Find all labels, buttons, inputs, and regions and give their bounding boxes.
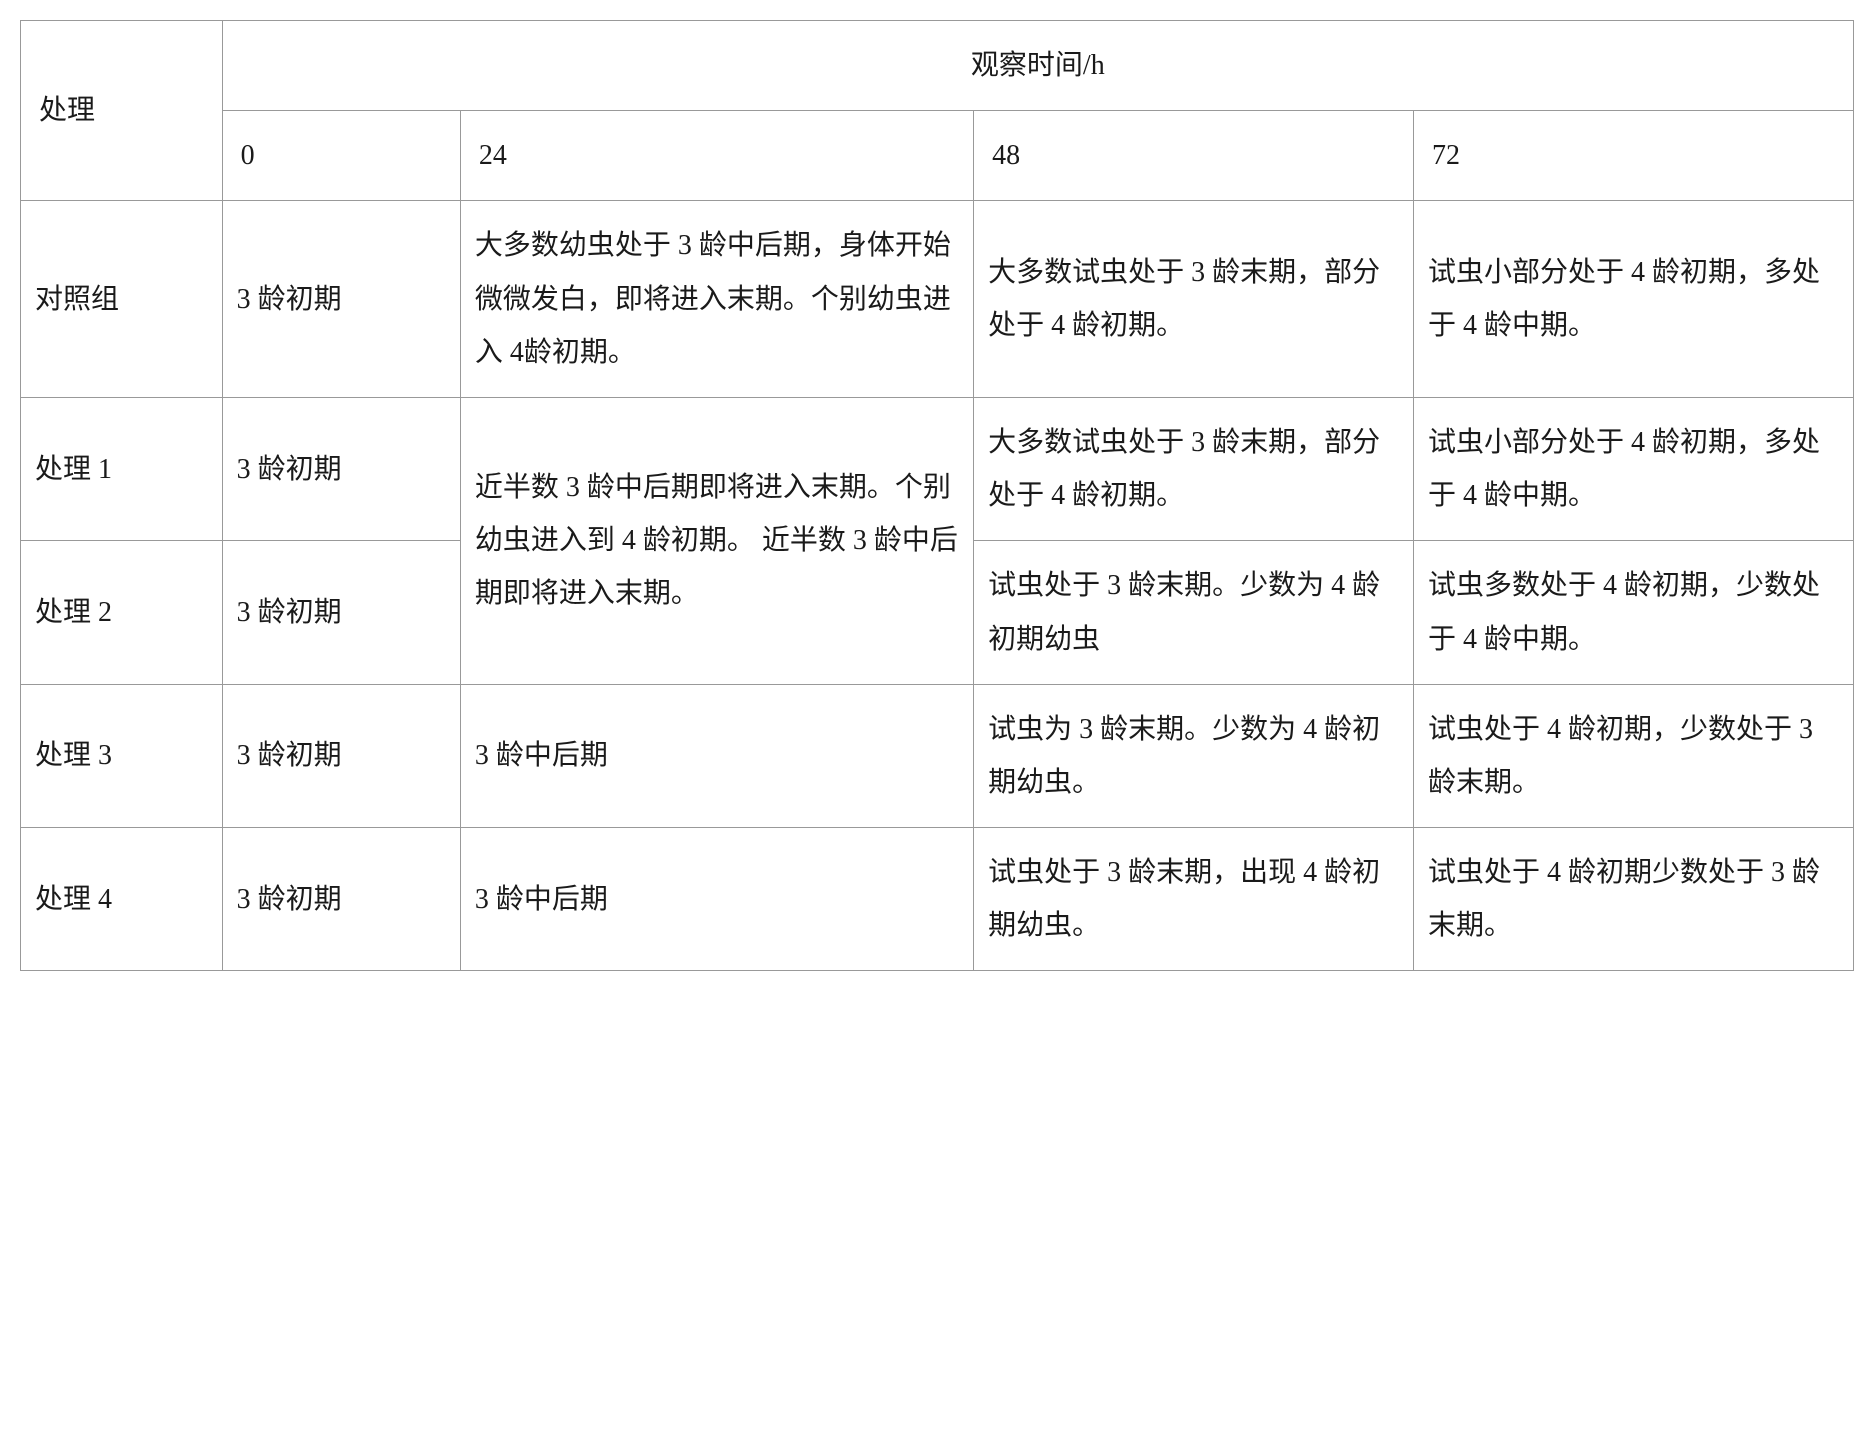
cell-treatment2-t48: 试虫处于 3 龄末期。少数为 4 龄初期幼虫 — [974, 541, 1414, 684]
cell-treatment3-t72: 试虫处于 4 龄初期，少数处于 3 龄末期。 — [1414, 684, 1854, 827]
cell-treatment3-t24: 3 龄中后期 — [460, 684, 973, 827]
header-time-24: 24 — [460, 111, 973, 201]
cell-control-label: 对照组 — [21, 201, 223, 398]
cell-control-t48: 大多数试虫处于 3 龄末期，部分处于 4 龄初期。 — [974, 201, 1414, 398]
cell-treatment4-t48: 试虫处于 3 龄末期，出现 4 龄初期幼虫。 — [974, 828, 1414, 971]
cell-treatment4-label: 处理 4 — [21, 828, 223, 971]
cell-control-t72: 试虫小部分处于 4 龄初期，多处于 4 龄中期。 — [1414, 201, 1854, 398]
header-row-2: 0 24 48 72 — [21, 111, 1854, 201]
cell-treatment4-t72: 试虫处于 4 龄初期少数处于 3 龄末期。 — [1414, 828, 1854, 971]
cell-treatment1-t48: 大多数试虫处于 3 龄末期，部分处于 4 龄初期。 — [974, 397, 1414, 540]
cell-treatment1-t0: 3 龄初期 — [222, 397, 460, 540]
table-row-treatment3: 处理 3 3 龄初期 3 龄中后期 试虫为 3 龄末期。少数为 4 龄初期幼虫。… — [21, 684, 1854, 827]
cell-control-t0: 3 龄初期 — [222, 201, 460, 398]
cell-treatment4-t0: 3 龄初期 — [222, 828, 460, 971]
cell-treatment1-label: 处理 1 — [21, 397, 223, 540]
cell-treatment2-t72: 试虫多数处于 4 龄初期，少数处于 4 龄中期。 — [1414, 541, 1854, 684]
header-observation-time: 观察时间/h — [222, 21, 1853, 111]
table-row-treatment4: 处理 4 3 龄初期 3 龄中后期 试虫处于 3 龄末期，出现 4 龄初期幼虫。… — [21, 828, 1854, 971]
cell-treatment2-label: 处理 2 — [21, 541, 223, 684]
cell-control-t24: 大多数幼虫处于 3 龄中后期，身体开始微微发白，即将进入末期。个别幼虫进入 4龄… — [460, 201, 973, 398]
header-time-72: 72 — [1414, 111, 1854, 201]
table-row-treatment1: 处理 1 3 龄初期 近半数 3 龄中后期即将进入末期。个别幼虫进入到 4 龄初… — [21, 397, 1854, 540]
cell-treatment4-t24: 3 龄中后期 — [460, 828, 973, 971]
cell-treatment3-label: 处理 3 — [21, 684, 223, 827]
cell-treatment3-t48: 试虫为 3 龄末期。少数为 4 龄初期幼虫。 — [974, 684, 1414, 827]
header-treatment: 处理 — [21, 21, 223, 201]
cell-treatment2-t0: 3 龄初期 — [222, 541, 460, 684]
table-row-control: 对照组 3 龄初期 大多数幼虫处于 3 龄中后期，身体开始微微发白，即将进入末期… — [21, 201, 1854, 398]
header-row-1: 处理 观察时间/h — [21, 21, 1854, 111]
header-time-48: 48 — [974, 111, 1414, 201]
cell-treatment3-t0: 3 龄初期 — [222, 684, 460, 827]
cell-treatment1-2-t24-merged: 近半数 3 龄中后期即将进入末期。个别幼虫进入到 4 龄初期。 近半数 3 龄中… — [460, 397, 973, 684]
header-time-0: 0 — [222, 111, 460, 201]
cell-treatment1-t72: 试虫小部分处于 4 龄初期，多处于 4 龄中期。 — [1414, 397, 1854, 540]
data-table: 处理 观察时间/h 0 24 48 72 对照组 3 龄初期 大多数幼虫处于 3… — [20, 20, 1854, 971]
